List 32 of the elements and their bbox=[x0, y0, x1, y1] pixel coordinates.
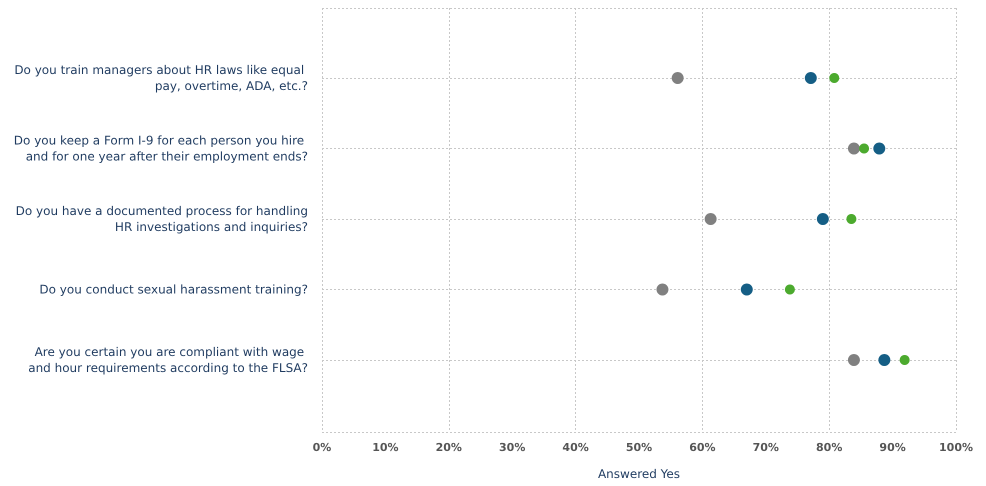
x-tick-label: 40% bbox=[562, 441, 589, 454]
point bbox=[816, 213, 829, 225]
point bbox=[740, 284, 753, 296]
x-tick-label: 100% bbox=[939, 441, 973, 454]
y-tick-label: Do you keep a Form I-9 for each person you hire and for one year after their employment ends? bbox=[14, 134, 308, 164]
x-tick-label: 50% bbox=[626, 441, 652, 454]
point bbox=[848, 354, 860, 366]
point bbox=[804, 72, 817, 84]
point bbox=[859, 144, 870, 154]
point bbox=[704, 213, 717, 225]
point bbox=[900, 355, 910, 365]
y-tick-label: Do you have a documented process for handling HR investigations and inquiries? bbox=[16, 204, 308, 234]
point bbox=[829, 73, 840, 83]
point bbox=[784, 284, 795, 294]
x-tick-label: 0% bbox=[312, 441, 332, 454]
x-tick-label: 30% bbox=[499, 441, 526, 454]
point bbox=[878, 354, 890, 366]
x-tick-label: 80% bbox=[816, 441, 842, 454]
y-tick-label: Do you conduct sexual harassment training? bbox=[39, 282, 308, 296]
x-tick-label: 60% bbox=[689, 441, 716, 454]
point bbox=[873, 142, 886, 154]
x-tick-label: 70% bbox=[752, 441, 779, 454]
x-tick-label: 20% bbox=[436, 441, 462, 454]
point bbox=[848, 142, 860, 154]
x-axis-title: Answered Yes bbox=[598, 467, 680, 481]
y-tick-label: Do you train managers about HR laws like equal pay, overtime, ADA, etc.? bbox=[14, 63, 308, 93]
point bbox=[846, 214, 856, 224]
x-tick-label: 10% bbox=[372, 441, 399, 454]
y-tick-label: Are you certain you are compliant with wage and hour requirements according to the FLSA? bbox=[28, 345, 308, 375]
point bbox=[672, 72, 684, 84]
point bbox=[656, 284, 668, 296]
x-tick-label: 90% bbox=[879, 441, 906, 454]
